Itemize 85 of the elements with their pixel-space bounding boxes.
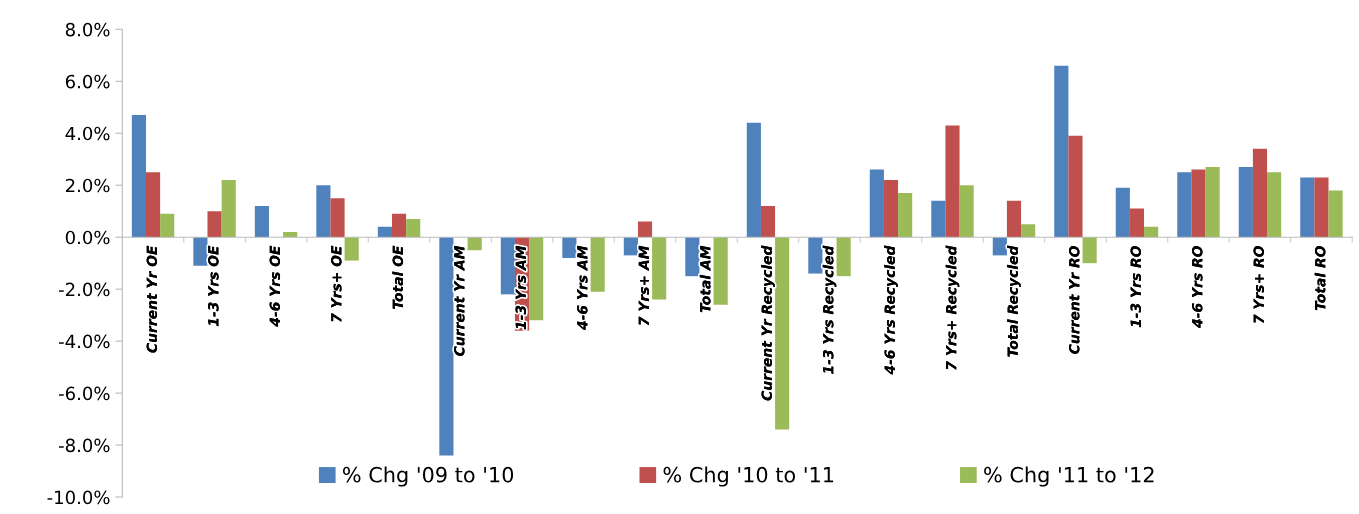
- x-tick-label: 4-6 Yrs OE: [269, 245, 281, 327]
- bar: [1021, 224, 1036, 238]
- bar: [836, 237, 851, 277]
- bar: [500, 237, 515, 295]
- bar: [207, 211, 222, 238]
- bar: [529, 237, 544, 321]
- x-tick-label: 1-3 Yrs RO: [1130, 246, 1141, 328]
- bar: [959, 185, 974, 238]
- bar: [637, 221, 653, 238]
- y-tick-label: -6.0%: [59, 386, 110, 401]
- bar: [746, 122, 761, 238]
- bar: [652, 237, 667, 300]
- bar: [869, 169, 884, 238]
- bar: [760, 206, 776, 238]
- bar: [1252, 148, 1268, 238]
- bar: [344, 237, 359, 261]
- bar: [283, 231, 298, 238]
- bar: [1068, 135, 1083, 238]
- bar: [1238, 167, 1253, 238]
- x-tick-label: 7 Yrs+ Recycled: [945, 245, 960, 370]
- bar: [160, 213, 175, 238]
- bar: [898, 193, 913, 238]
- y-tick-label: 2.0%: [65, 178, 110, 193]
- y-tick-label: -10.0%: [47, 490, 110, 505]
- x-tick-label: 1-3 Yrs Recycled: [822, 245, 837, 374]
- bar: [1300, 177, 1315, 238]
- legend-label: % Chg '10 to '11: [663, 466, 834, 487]
- x-tick-label: 7 Yrs+ AM: [638, 245, 650, 326]
- bar: [1054, 65, 1069, 238]
- y-tick-label: -4.0%: [59, 334, 110, 349]
- bar: [883, 180, 899, 238]
- bar: [330, 198, 345, 238]
- x-tick-label: 4-6 Yrs AM: [577, 245, 588, 331]
- bar: [1006, 200, 1022, 238]
- y-tick-label: 6.0%: [65, 74, 110, 89]
- y-tick-label: -8.0%: [59, 438, 110, 453]
- bar: [377, 226, 392, 238]
- bar: [562, 237, 577, 258]
- bar: [1115, 187, 1130, 238]
- x-tick-label: 7 Yrs+ OE: [331, 245, 342, 322]
- bar: [945, 125, 960, 238]
- bar: [808, 237, 823, 274]
- y-tick-label: -2.0%: [59, 282, 110, 297]
- x-tick-label: Total OE: [392, 245, 404, 309]
- bar: [685, 237, 700, 277]
- x-tick-label: Current Yr AM: [454, 245, 465, 356]
- x-tick-label: Current Yr OE: [146, 245, 158, 353]
- x-tick-label: Current Yr RO: [1069, 246, 1080, 354]
- bar: [1082, 237, 1097, 264]
- bar: [1314, 177, 1329, 238]
- legend-label: % Chg '11 to '12: [984, 466, 1154, 487]
- x-tick-label: Total RO: [1314, 246, 1326, 311]
- x-tick-label: 7 Yrs+ RO: [1253, 246, 1264, 324]
- bar: [1177, 172, 1192, 238]
- y-tick-label: 0.0%: [65, 230, 110, 245]
- x-tick-label: 1-3 Yrs AM: [515, 245, 527, 330]
- bar: [391, 213, 407, 238]
- bar: [1129, 208, 1145, 238]
- bar: [1267, 172, 1282, 238]
- bar: [775, 237, 790, 430]
- bar: [193, 237, 208, 266]
- bar: [1205, 167, 1220, 238]
- bar: [439, 237, 454, 456]
- bar: [254, 206, 269, 238]
- x-tick-label: Current Yr Recycled: [761, 245, 775, 401]
- x-tick-label: Total Recycled: [1007, 245, 1021, 357]
- bar: [1191, 169, 1206, 238]
- x-tick-label: Total AM: [699, 245, 711, 313]
- x-tick-label: 4-6 Yrs Recycled: [884, 245, 898, 375]
- bar: [406, 218, 421, 238]
- x-tick-label: 4-6 Yrs RO: [1191, 246, 1203, 328]
- bar: [221, 180, 236, 238]
- bar: [316, 185, 331, 238]
- x-tick-label: 1-3 Yrs OE: [208, 245, 219, 327]
- bar: [1144, 226, 1159, 238]
- bar: [467, 237, 482, 251]
- bar: [931, 200, 946, 238]
- bar: [131, 115, 146, 238]
- legend-label: % Chg '09 to '10: [342, 466, 514, 487]
- y-tick-label: 4.0%: [65, 126, 110, 141]
- bar: [590, 237, 605, 292]
- bar: [145, 172, 161, 238]
- y-tick-label: 8.0%: [65, 22, 110, 37]
- bar: [713, 237, 728, 305]
- bar: [1328, 190, 1343, 238]
